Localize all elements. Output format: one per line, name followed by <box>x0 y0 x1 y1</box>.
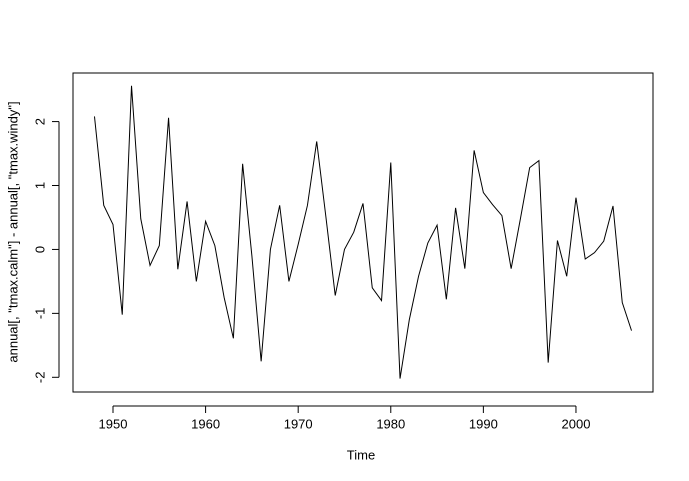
y-tick-label: -1 <box>32 308 47 320</box>
y-tick-label: 0 <box>32 246 47 253</box>
y-tick-label: 2 <box>32 118 47 125</box>
x-tick-label: 1980 <box>376 416 405 431</box>
plot-box <box>72 72 654 393</box>
y-tick-label: 1 <box>32 182 47 189</box>
x-tick-label: 1990 <box>469 416 498 431</box>
data-line <box>93 85 632 379</box>
x-tick-label: 1970 <box>284 416 313 431</box>
x-tick-label: 1960 <box>191 416 220 431</box>
y-axis-title: annual[, "tmax.calm"] - annual[, "tmax.w… <box>5 101 20 362</box>
y-tick-label: -2 <box>32 372 47 384</box>
x-tick-label: 1950 <box>99 416 128 431</box>
x-axis-title: Time <box>347 447 375 462</box>
x-tick-label: 2000 <box>562 416 591 431</box>
